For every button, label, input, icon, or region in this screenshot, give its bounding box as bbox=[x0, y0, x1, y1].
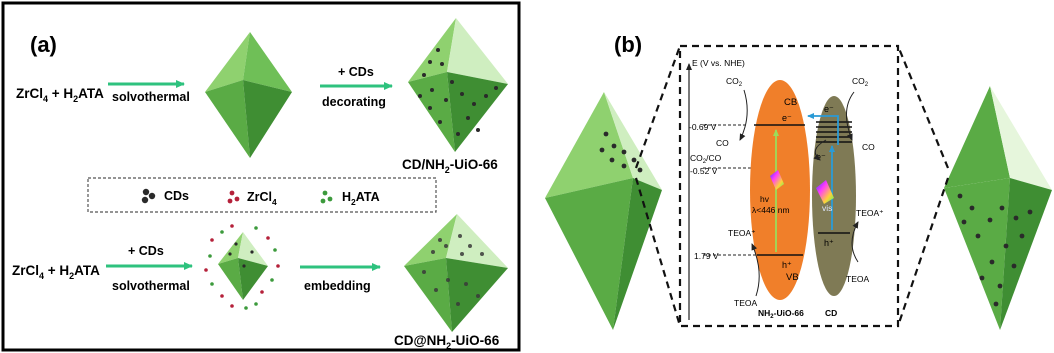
legend: CDs ZrCl4 H2ATA bbox=[87, 177, 437, 213]
co-left-label: CO bbox=[716, 138, 729, 148]
co2-reduction-arrow-right bbox=[846, 91, 855, 141]
route1-product: CD/NH2-UiO-66 bbox=[402, 157, 498, 175]
cd-electron-mid: e⁻ bbox=[816, 152, 826, 162]
legend-cds-label: CDs bbox=[164, 189, 189, 203]
energy-axis-label: E (V vs. NHE) bbox=[692, 58, 745, 68]
cd-dots-left bbox=[599, 131, 643, 173]
legend-cds-icon bbox=[141, 188, 156, 204]
route2-reagent-label: + CDs bbox=[128, 244, 164, 258]
octahedron-decorated bbox=[408, 18, 508, 152]
teoa-oxidation-arrow-left bbox=[751, 243, 760, 297]
legend-zrcl4-label: ZrCl4 bbox=[247, 190, 277, 207]
mof-band bbox=[750, 80, 810, 300]
potential-vb: 1.79 V bbox=[694, 251, 719, 261]
route2-product: CD@NH2-UiO-66 bbox=[394, 333, 500, 351]
octahedron-plain bbox=[205, 32, 292, 158]
legend-h2ata-icon bbox=[320, 190, 333, 204]
cd-dots-surface bbox=[418, 48, 498, 136]
legend-h2ata-label: H2ATA bbox=[342, 190, 380, 207]
mof-electron: e⁻ bbox=[782, 113, 792, 123]
precursor-dots bbox=[204, 224, 280, 310]
cd-label: CD bbox=[825, 308, 837, 318]
co2-left-label: CO2 bbox=[726, 76, 743, 88]
cd-dots-embedded bbox=[422, 234, 484, 306]
potential-co2-co: -0.52 V bbox=[690, 166, 718, 176]
route2-step2-label: embedding bbox=[304, 279, 371, 293]
teoa-oxidation-arrow-right bbox=[851, 221, 859, 263]
route1-step1-label: solvothermal bbox=[112, 90, 190, 104]
teoa-plus-left: TEOA⁺ bbox=[728, 228, 756, 238]
cb-label: CB bbox=[784, 97, 797, 108]
panel-b-label: (b) bbox=[614, 32, 642, 57]
panel-a-label: (a) bbox=[30, 32, 57, 57]
octahedron-precursor bbox=[204, 224, 280, 310]
octahedron-right bbox=[944, 86, 1052, 330]
octahedron-embedded bbox=[404, 214, 508, 332]
vis-label: vis bbox=[822, 203, 832, 213]
cd-electron-top: e⁻ bbox=[824, 104, 834, 114]
photon-icon-mof bbox=[770, 170, 784, 190]
potential-co2-co-label: CO2/CO bbox=[690, 153, 722, 165]
co-right-label: CO bbox=[862, 142, 875, 152]
co2-reduction-arrow-left bbox=[739, 89, 748, 141]
teoa-left: TEOA bbox=[734, 298, 757, 308]
panel-b: (b) bbox=[545, 32, 1052, 330]
mof-hole: h⁺ bbox=[782, 260, 792, 270]
panel-a: (a) ZrCl4 + H2ATA solvothermal + CDs dec… bbox=[1, 1, 521, 352]
cd-band bbox=[812, 96, 856, 296]
cd-internal-transfer-arrow bbox=[813, 139, 827, 161]
route1-reagent-label: + CDs bbox=[338, 65, 374, 79]
cd-hole: h⁺ bbox=[824, 238, 834, 248]
lambda-label: λ<446 nm bbox=[752, 205, 790, 215]
route1-reactants: ZrCl4 + H2ATA bbox=[16, 86, 104, 104]
route2-step1-label: solvothermal bbox=[112, 279, 190, 293]
hv-label: hv bbox=[760, 194, 770, 204]
cd-dots-right bbox=[957, 193, 1033, 307]
co2-right-label: CO2 bbox=[852, 76, 869, 88]
teoa-right: TEOA bbox=[846, 274, 869, 284]
teoa-plus-right: TEOA⁺ bbox=[856, 208, 884, 218]
legend-zrcl4-icon bbox=[227, 190, 240, 204]
octahedron-left bbox=[545, 92, 662, 330]
mof-label: NH2-UiO-66 bbox=[758, 308, 804, 320]
route2-reactants: ZrCl4 + H2ATA bbox=[12, 263, 100, 281]
vb-label: VB bbox=[786, 272, 799, 283]
potential-cb: -0.69 V bbox=[689, 122, 717, 132]
cd-to-mof-transfer-arrow bbox=[807, 113, 839, 145]
photon-icon-cd bbox=[816, 180, 834, 204]
zoom-lines bbox=[634, 45, 950, 327]
route1-step2-label: decorating bbox=[322, 95, 386, 109]
legend-box bbox=[87, 177, 437, 213]
